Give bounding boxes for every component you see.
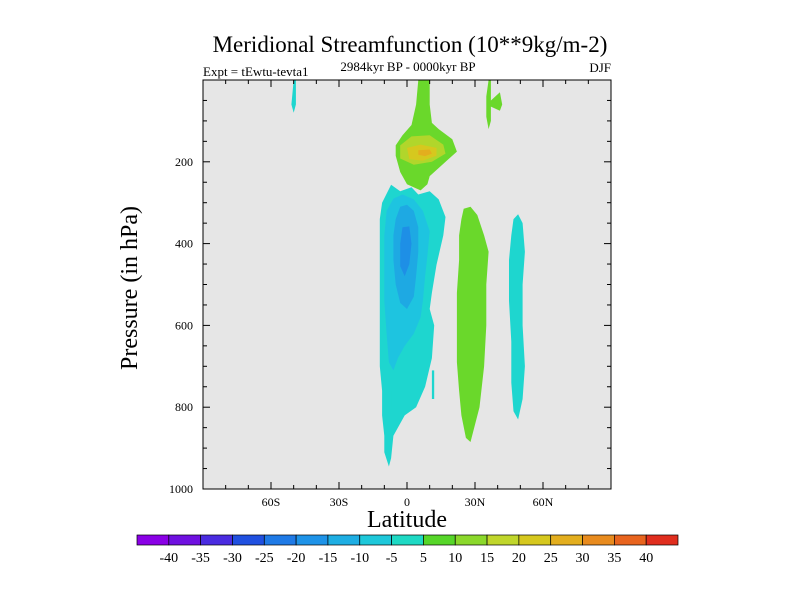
colorbar-label: -40 <box>159 551 178 566</box>
colorbar-swatch <box>550 534 583 546</box>
y-tick-label: 800 <box>175 400 193 414</box>
colorbar-label: 40 <box>639 551 653 566</box>
y-tick-label: 1000 <box>169 482 193 496</box>
colorbar-swatch <box>327 534 361 546</box>
contour-equator-neg-10-bottom <box>391 386 403 416</box>
colorbar-swatch <box>645 534 679 546</box>
contour-south-neg-10-strip <box>291 80 296 113</box>
x-tick-label: 60N <box>533 495 554 509</box>
y-axis-label: Pressure (in hPa) <box>117 206 143 370</box>
colorbar-swatch <box>295 534 329 546</box>
x-tick-label: 30S <box>330 495 349 509</box>
x-axis-label: Latitude <box>367 507 447 533</box>
colorbar-swatch <box>263 534 297 546</box>
colorbar-swatch <box>486 534 520 546</box>
y-tick-label: 400 <box>175 237 193 251</box>
contour-layer <box>291 80 525 467</box>
x-tick-label: 30N <box>465 495 486 509</box>
contour-north-neg-10-cell <box>509 214 525 420</box>
colorbar-swatch <box>168 534 201 546</box>
colorbar-swatch <box>454 534 488 546</box>
colorbar-swatch <box>359 534 392 546</box>
contour-lower-pos-5 <box>456 206 489 442</box>
colorbar-swatch <box>200 534 233 546</box>
colorbar-label: 5 <box>420 551 427 566</box>
colorbar-label: 20 <box>512 551 526 566</box>
colorbar-swatch <box>518 534 552 546</box>
contour-upper-north-pos-5 <box>486 80 503 130</box>
chart-season-label: DJF <box>589 60 611 75</box>
colorbar-swatch <box>232 534 265 546</box>
x-tick-label: 60S <box>262 495 281 509</box>
y-tick-label: 200 <box>175 155 193 169</box>
contour-equator-neg-25 <box>400 226 412 277</box>
colorbar-label: 15 <box>480 551 494 566</box>
colorbar-label: 25 <box>544 551 558 566</box>
chart-experiment-label: Expt = tEwtu-tevta1 <box>203 64 309 79</box>
colorbar-label: -10 <box>350 551 369 566</box>
chart-subtitle: 2984kyr BP - 0000kyr BP <box>340 59 475 74</box>
colorbar-label: -30 <box>223 551 242 566</box>
contour-equator-neg-10-sliver <box>431 370 435 399</box>
plot-area: 200 400 600 800 1000 60S 30S 0 30N 60N <box>169 79 612 509</box>
colorbar-label: -25 <box>255 551 274 566</box>
colorbar: -40 -35 -30 -25 -20 -15 -10 -5 5 10 15 20 25 30 35 40 <box>136 534 679 566</box>
y-tick-label: 600 <box>175 318 193 332</box>
colorbar-label: -35 <box>191 551 210 566</box>
colorbar-label: 30 <box>576 551 590 566</box>
x-tick-label: 0 <box>404 495 410 509</box>
colorbar-label: -20 <box>287 551 306 566</box>
colorbar-label: 35 <box>607 551 621 566</box>
colorbar-label: -15 <box>319 551 338 566</box>
colorbar-swatch <box>423 534 456 546</box>
colorbar-label: 10 <box>448 551 462 566</box>
colorbar-swatch <box>613 534 647 546</box>
colorbar-label: -5 <box>386 551 398 566</box>
chart-title: Meridional Streamfunction (10**9kg/m-2) <box>213 32 608 57</box>
contour-upper-pos-20 <box>418 149 432 157</box>
colorbar-swatch <box>582 534 615 546</box>
colorbar-swatch <box>391 534 424 546</box>
colorbar-swatch <box>136 534 170 546</box>
